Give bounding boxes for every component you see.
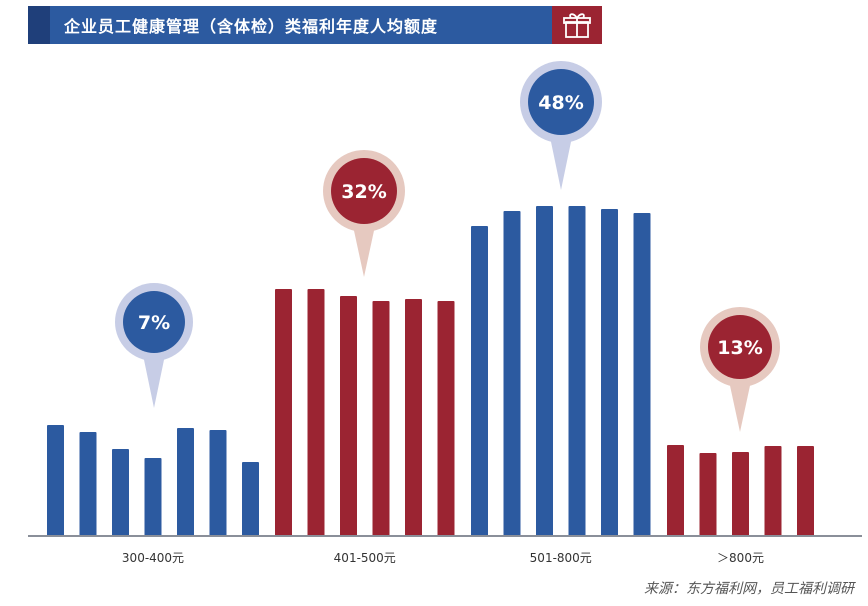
title-bar: 企业员工健康管理（含体检）类福利年度人均额度 (28, 6, 602, 44)
bar-stripe (209, 430, 227, 536)
bar-stripe (568, 206, 586, 536)
pin-circle (331, 158, 397, 224)
gift-icon (552, 6, 602, 44)
bar-stripe (764, 446, 782, 536)
x-tick-label: 300-400元 (122, 551, 184, 565)
pin-circle (123, 291, 185, 353)
source-note: 来源：东方福利网，员工福利调研 (644, 581, 854, 597)
x-tick-label: 501-800元 (530, 551, 592, 565)
bar-stripe (797, 446, 814, 536)
bar-stripe (471, 226, 488, 536)
bar-stripe (633, 213, 651, 536)
bar-stripe (699, 453, 717, 536)
pin-circle (528, 69, 594, 135)
pin-pointer (353, 226, 375, 277)
data-label: 7% (138, 312, 170, 334)
bar-stripe (144, 458, 162, 536)
bar-stripe (437, 301, 455, 536)
pin-pointer (729, 381, 751, 432)
bar-stripe (405, 299, 422, 536)
bar-stripe (601, 209, 618, 536)
data-label: 13% (717, 337, 762, 359)
bar-stripe (340, 296, 357, 536)
pin-circle (708, 315, 772, 379)
pin-pointer (550, 137, 572, 190)
bar-stripe (307, 289, 325, 536)
chart-title: 企业员工健康管理（含体检）类福利年度人均额度 (64, 17, 439, 36)
x-tick-label: ＞800元 (717, 551, 764, 565)
data-label: 32% (341, 181, 386, 203)
bar-stripe (177, 428, 194, 536)
bar-stripe (242, 462, 259, 536)
bar-stripe (112, 449, 129, 536)
data-label: 48% (538, 92, 583, 114)
bar-stripe (79, 432, 97, 536)
x-tick-label: 401-500元 (334, 551, 396, 565)
bar-stripe (47, 425, 64, 536)
bar-stripe (536, 206, 553, 536)
pin-pointer (143, 355, 165, 408)
bar-stripe (503, 211, 521, 536)
bar-stripe (275, 289, 292, 536)
title-accent (28, 6, 50, 44)
bar-stripe (732, 452, 749, 536)
bar-stripe (667, 445, 684, 536)
bar-stripe (372, 301, 390, 536)
